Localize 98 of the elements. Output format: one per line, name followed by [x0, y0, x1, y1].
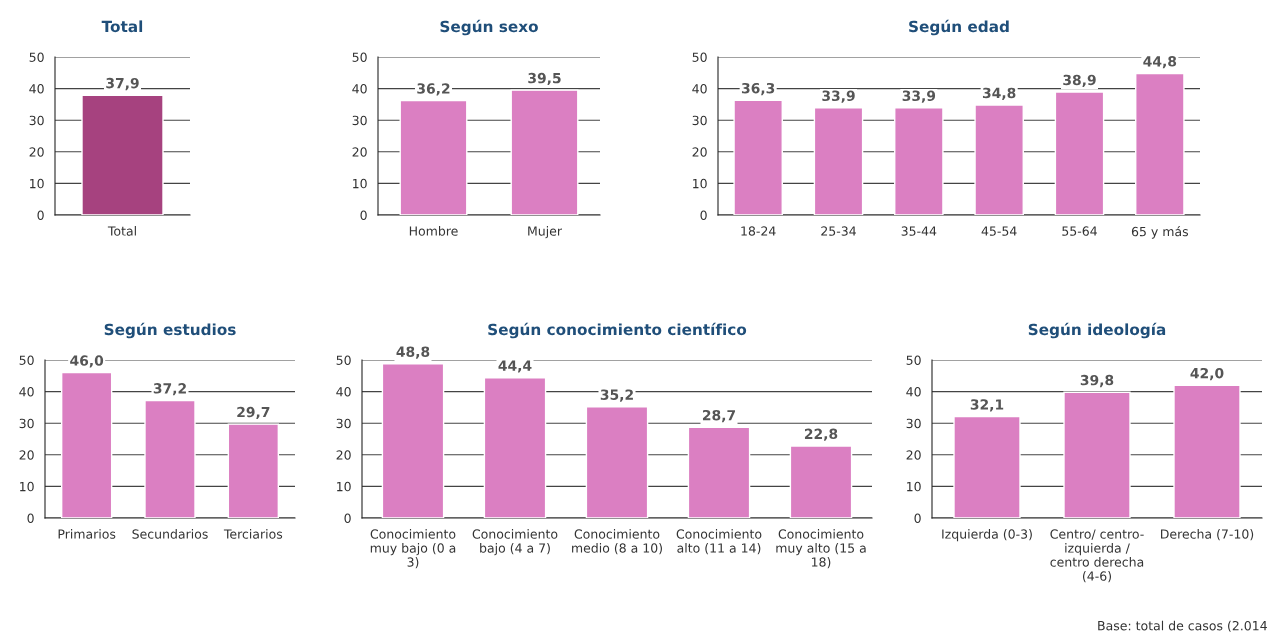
y-tick-label: 30	[29, 115, 44, 126]
data-label: 39,5	[528, 72, 561, 86]
y-tick-label: 0	[700, 210, 707, 220]
y-tick-label: 10	[693, 178, 707, 189]
bar	[733, 99, 783, 215]
data-label: 36,2	[417, 83, 450, 96]
y-tick-label: 50	[29, 52, 44, 62]
x-tick-label: 45-54	[981, 226, 1017, 236]
bar	[813, 107, 864, 215]
data-label: 46,0	[70, 355, 104, 368]
bar	[1135, 72, 1185, 215]
bar	[144, 399, 196, 518]
bar	[1173, 384, 1241, 518]
bar	[381, 363, 445, 518]
data-label: 35,2	[600, 389, 633, 402]
y-tick-label: 40	[906, 387, 921, 397]
x-tick-label: Conocimiento muy alto (15 a 18)	[776, 529, 866, 569]
data-label: 44,4	[498, 360, 532, 373]
data-label: 34,8	[982, 87, 1016, 100]
y-tick-label: 30	[352, 115, 367, 126]
x-tick-label: Conocimiento alto (11 a 14)	[676, 529, 762, 555]
y-tick-label: 50	[336, 355, 351, 365]
x-tick-label: 18-24	[741, 226, 776, 236]
data-label: 37,9	[106, 77, 139, 91]
x-tick-label: 35-44	[901, 226, 937, 236]
bar	[953, 415, 1021, 518]
y-tick-label: 0	[37, 210, 44, 220]
y-tick-label: 30	[692, 115, 707, 126]
x-tick-label: Conocimiento medio (8 a 10)	[572, 529, 662, 555]
data-label: 37,2	[153, 383, 186, 396]
bar	[974, 104, 1024, 215]
data-label: 38,9	[1063, 74, 1096, 87]
y-tick-label: 40	[692, 84, 707, 94]
y-tick-label: 50	[692, 52, 707, 62]
data-label: 29,7	[237, 406, 270, 420]
chart-title: Según ideología	[1028, 322, 1166, 339]
y-tick-label: 10	[30, 178, 44, 189]
x-tick-label: Primarios	[58, 529, 116, 539]
data-label: 22,8	[804, 428, 838, 441]
y-tick-label: 50	[19, 355, 34, 365]
data-label: 39,8	[1080, 374, 1114, 388]
data-label: 33,9	[902, 90, 936, 103]
y-tick-label: 10	[337, 481, 351, 492]
y-tick-label: 10	[907, 481, 921, 492]
x-tick-label: Mujer	[528, 226, 562, 239]
y-tick-label: 20	[19, 450, 34, 460]
chart-title: Según edad	[909, 19, 1009, 36]
y-tick-label: 30	[336, 418, 351, 429]
y-tick-label: 20	[29, 147, 44, 157]
x-tick-label: Terciarios	[223, 529, 283, 539]
y-tick-label: 40	[336, 387, 351, 397]
y-tick-label: 40	[29, 84, 44, 94]
x-tick-label: 25-34	[821, 226, 856, 236]
y-tick-label: 30	[19, 418, 34, 429]
y-tick-label: 30	[906, 418, 921, 429]
bar	[60, 371, 113, 518]
bar	[483, 377, 547, 518]
x-tick-label: Centro/ centro- izquierda / centro derecha (4-6)	[1050, 529, 1144, 583]
x-tick-label: Hombre	[409, 226, 458, 236]
chart-title: Según sexo	[440, 19, 538, 36]
x-tick-label: Secundarios	[132, 529, 208, 539]
y-tick-label: 0	[27, 513, 34, 523]
y-tick-label: 40	[352, 84, 367, 94]
y-tick-label: 50	[906, 355, 921, 365]
data-label: 44,8	[1143, 56, 1177, 69]
bar	[1063, 391, 1131, 518]
chart-title: Según estudios	[104, 322, 236, 339]
y-tick-label: 20	[692, 147, 707, 157]
y-tick-label: 20	[352, 147, 367, 157]
y-tick-label: 0	[360, 210, 367, 220]
y-tick-label: 50	[352, 52, 367, 62]
data-label: 32,1	[970, 399, 1004, 412]
bar	[227, 423, 280, 518]
x-tick-label: Derecha (7-10)	[1161, 529, 1254, 541]
y-tick-label: 10	[353, 178, 367, 189]
x-tick-label: Izquierda (0-3)	[942, 529, 1032, 542]
x-tick-label: Total	[107, 226, 136, 236]
bar	[894, 107, 944, 215]
y-tick-label: 0	[344, 513, 351, 523]
data-label: 42,0	[1190, 367, 1224, 381]
x-tick-label: 55-64	[1062, 226, 1097, 236]
chart-title: Total	[101, 20, 143, 33]
y-tick-label: 40	[19, 387, 34, 397]
data-label: 28,7	[702, 409, 736, 423]
x-tick-label: 65 y más	[1131, 226, 1189, 239]
x-tick-label: Conocimiento bajo (4 a 7)	[472, 529, 558, 556]
chart-title: Según conocimiento científico	[488, 322, 747, 339]
data-label: 36,3	[741, 82, 775, 96]
data-label: 33,9	[822, 90, 855, 103]
y-tick-label: 10	[20, 481, 34, 492]
y-tick-label: 0	[914, 513, 921, 523]
x-tick-label: Conocimiento muy bajo (0 a 3)	[370, 529, 456, 569]
y-tick-label: 20	[336, 450, 351, 460]
text: Base: total de casos (2.014	[1098, 620, 1267, 632]
data-label: 48,8	[396, 346, 430, 359]
bar	[585, 406, 649, 518]
y-tick-label: 20	[906, 450, 921, 460]
bar	[789, 445, 853, 518]
